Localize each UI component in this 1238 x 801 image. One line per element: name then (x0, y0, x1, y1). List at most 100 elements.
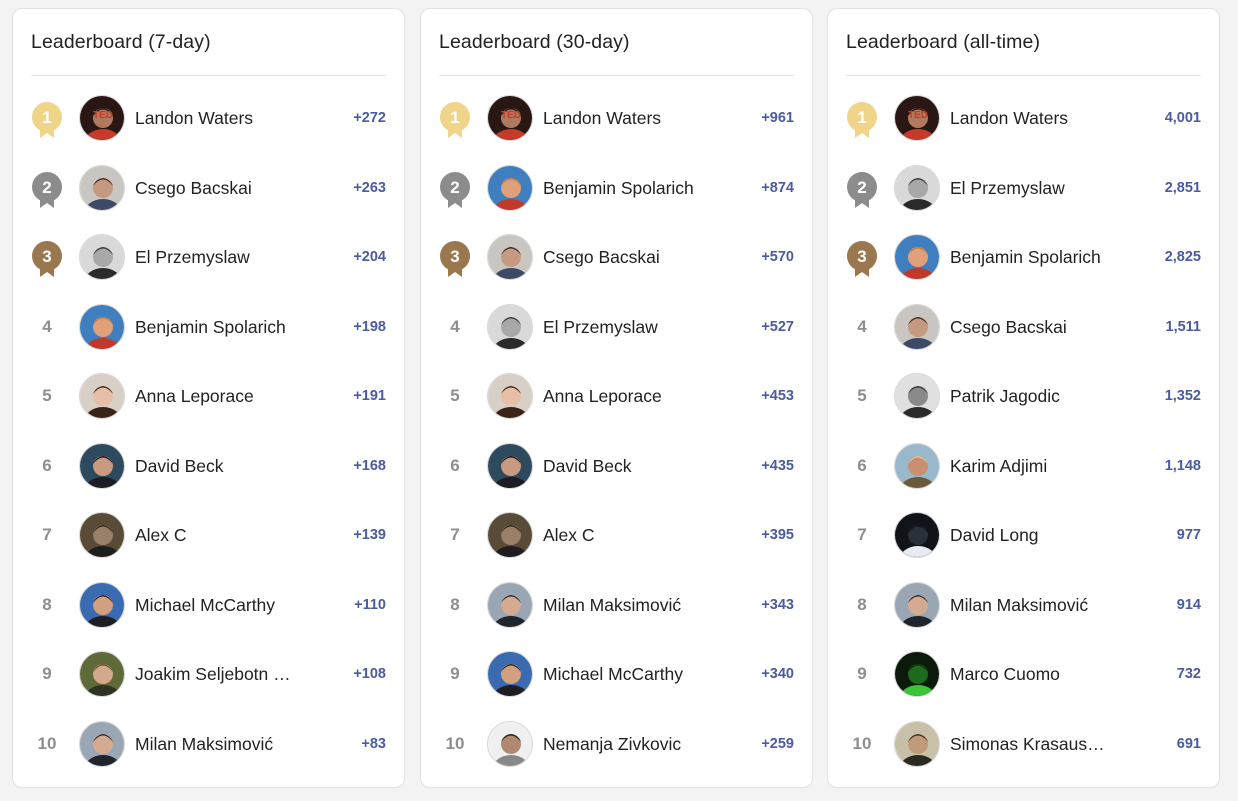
leaderboard-row: 1 TED Landon Waters 4,001 (828, 88, 1219, 148)
avatar[interactable] (79, 651, 125, 697)
score-value: 1,511 (1165, 318, 1202, 335)
user-name-link[interactable]: David Beck (135, 455, 224, 476)
avatar[interactable] (487, 720, 533, 767)
user-name-link[interactable]: Landon Waters (135, 108, 254, 128)
avatar[interactable] (79, 373, 125, 419)
rank-medal-icon: 3 (846, 239, 878, 279)
score-value: +272 (353, 110, 386, 126)
leaderboard-title: Leaderboard (30-day) (439, 31, 630, 53)
leaderboard-row: 2 Benjamin Spolarich +874 (421, 158, 812, 218)
avatar[interactable] (487, 442, 533, 489)
avatar[interactable] (487, 512, 533, 558)
rank-number: 5 (42, 386, 52, 405)
avatar[interactable] (79, 442, 125, 489)
user-name-link[interactable]: Milan Maksimović (135, 733, 274, 754)
avatar[interactable] (79, 581, 125, 628)
user-name-link[interactable]: El Przemyslaw (950, 177, 1065, 198)
leaderboard-row: 3 Csego Bacskai +570 (421, 227, 812, 287)
score-value: +110 (354, 596, 386, 613)
avatar[interactable] (487, 303, 533, 350)
user-name-link[interactable]: El Przemyslaw (135, 247, 250, 267)
avatar[interactable] (894, 303, 940, 350)
score-value: +83 (361, 735, 386, 752)
avatar[interactable] (487, 234, 533, 280)
score-value: +204 (353, 249, 386, 265)
leaderboard-row: 9 Joakim Seljebotn … +108 (13, 644, 404, 704)
avatar[interactable] (79, 303, 125, 350)
rank-medal-icon: 2 (439, 170, 471, 210)
user-name-link[interactable]: Simonas Krasausk… (950, 733, 1112, 754)
avatar[interactable]: TED (79, 95, 125, 141)
user-name-link[interactable]: Landon Waters (950, 108, 1069, 128)
rank-medal-icon: 1 (846, 100, 878, 140)
avatar[interactable] (79, 720, 125, 767)
avatar[interactable] (487, 581, 533, 628)
user-name-link[interactable]: Benjamin Spolarich (950, 247, 1101, 267)
user-name-link[interactable]: Joakim Seljebotn … (135, 664, 291, 684)
leaderboard-row: 5 Anna Leporace +453 (421, 366, 812, 426)
leaderboard-row: 8 Milan Maksimović +343 (421, 575, 812, 635)
avatar[interactable]: TED (487, 95, 533, 141)
user-name-link[interactable]: Michael McCarthy (543, 664, 684, 684)
user-name-link[interactable]: David Beck (543, 455, 632, 476)
user-name-link[interactable]: Csego Bacskai (950, 316, 1067, 337)
user-name-link[interactable]: Marco Cuomo (950, 664, 1060, 684)
user-name-link[interactable]: Alex C (543, 525, 595, 545)
user-name-link[interactable]: Csego Bacskai (135, 177, 252, 198)
rank-number: 5 (857, 386, 867, 405)
avatar[interactable] (894, 651, 940, 697)
avatar[interactable] (79, 234, 125, 280)
avatar[interactable] (894, 442, 940, 489)
avatar[interactable] (487, 164, 533, 211)
avatar[interactable]: TED (894, 95, 940, 141)
svg-text:TED: TED (93, 110, 113, 121)
user-name-link[interactable]: Alex C (135, 525, 187, 545)
rank-number: 5 (450, 386, 460, 405)
user-name-link[interactable]: Karim Adjimi (950, 455, 1048, 476)
avatar[interactable] (894, 512, 940, 558)
rank-number: 4 (450, 316, 460, 336)
user-name-link[interactable]: Anna Leporace (135, 386, 254, 406)
rank-number: 7 (450, 525, 460, 544)
user-name-link[interactable]: David Long (950, 525, 1039, 545)
user-name-link[interactable]: El Przemyslaw (543, 316, 658, 337)
avatar[interactable] (894, 373, 940, 419)
user-name-link[interactable]: Michael McCarthy (135, 594, 276, 615)
leaderboard-row: 2 Csego Bacskai +263 (13, 158, 404, 218)
avatar[interactable] (894, 581, 940, 628)
avatar[interactable] (79, 512, 125, 558)
score-value: +453 (761, 388, 794, 404)
leaderboard-row: 5 Anna Leporace +191 (13, 366, 404, 426)
user-name-link[interactable]: Patrik Jagodic (950, 386, 1060, 406)
rank-medal-icon: 3 (439, 239, 471, 279)
avatar[interactable] (894, 720, 940, 767)
user-name-link[interactable]: Anna Leporace (543, 386, 662, 406)
avatar[interactable] (487, 373, 533, 419)
avatar[interactable] (894, 234, 940, 280)
leaderboard-row: 10 Simonas Krasausk… 691 (828, 714, 1219, 774)
user-name-link[interactable]: Milan Maksimović (950, 594, 1089, 615)
score-value: +435 (761, 457, 794, 474)
avatar[interactable] (894, 164, 940, 211)
user-name-link[interactable]: Csego Bacskai (543, 247, 660, 267)
leaderboard-row: 4 Benjamin Spolarich +198 (13, 297, 404, 357)
user-name-link[interactable]: Benjamin Spolarich (543, 177, 694, 198)
title-divider (439, 75, 794, 76)
user-name-link[interactable]: Milan Maksimović (543, 594, 682, 615)
leaderboard-row: 4 El Przemyslaw +527 (421, 297, 812, 357)
rank-number: 8 (42, 594, 52, 614)
rank-medal-icon: 1 (439, 100, 471, 140)
rank-number: 9 (42, 664, 52, 683)
rank-number: 2 (42, 178, 51, 197)
avatar[interactable] (487, 651, 533, 697)
user-name-link[interactable]: Nemanja Zivkovic (543, 733, 682, 754)
user-name-link[interactable]: Benjamin Spolarich (135, 316, 286, 337)
score-value: +259 (761, 735, 794, 752)
user-name-link[interactable]: Landon Waters (543, 108, 662, 128)
svg-text:TED: TED (908, 110, 928, 121)
rank-number: 8 (857, 594, 867, 614)
rank-number: 4 (42, 316, 52, 336)
avatar[interactable] (79, 164, 125, 211)
rank-medal-icon: 2 (31, 170, 63, 210)
leaderboard-all-time: Leaderboard (all-time) 1 TED Landon Wate… (827, 8, 1220, 788)
